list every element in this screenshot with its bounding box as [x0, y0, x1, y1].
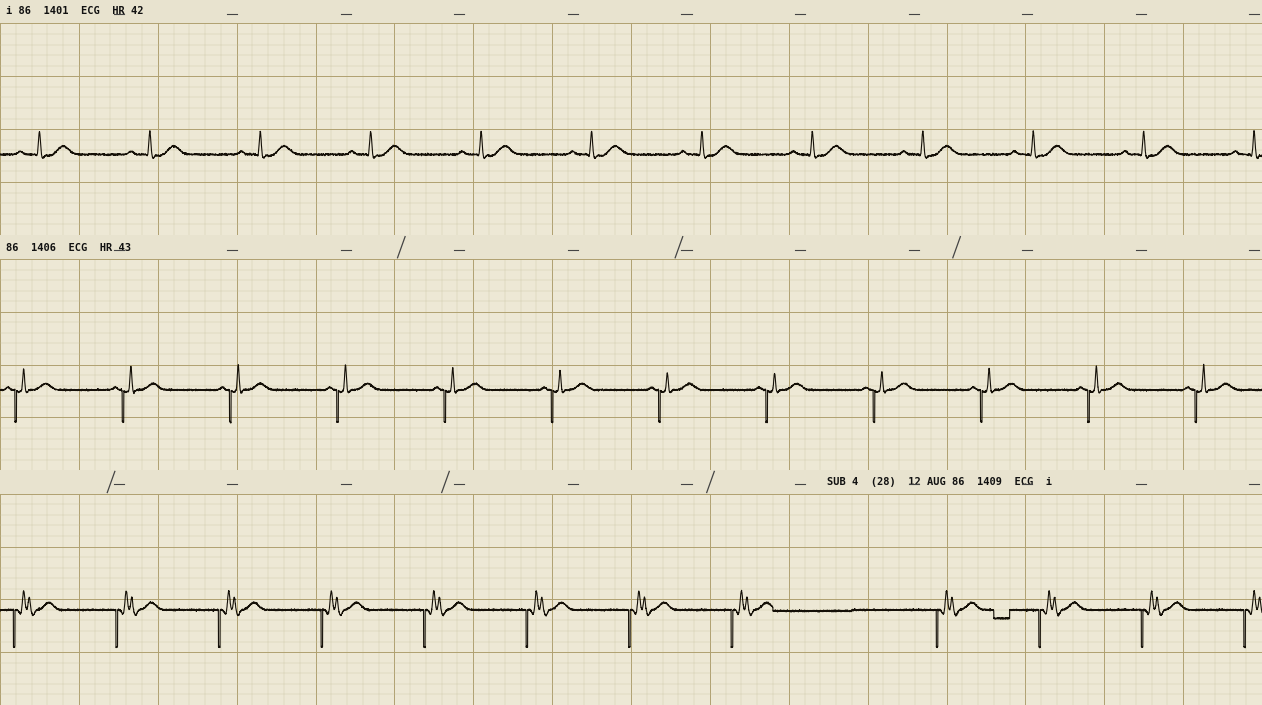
Text: SUB 4  (28)  12 AUG 86  1409  ECG  i: SUB 4 (28) 12 AUG 86 1409 ECG i	[827, 477, 1051, 487]
Text: 86  1406  ECG  HR 43: 86 1406 ECG HR 43	[6, 243, 131, 253]
Text: i 86  1401  ECG  HR 42: i 86 1401 ECG HR 42	[6, 6, 144, 16]
